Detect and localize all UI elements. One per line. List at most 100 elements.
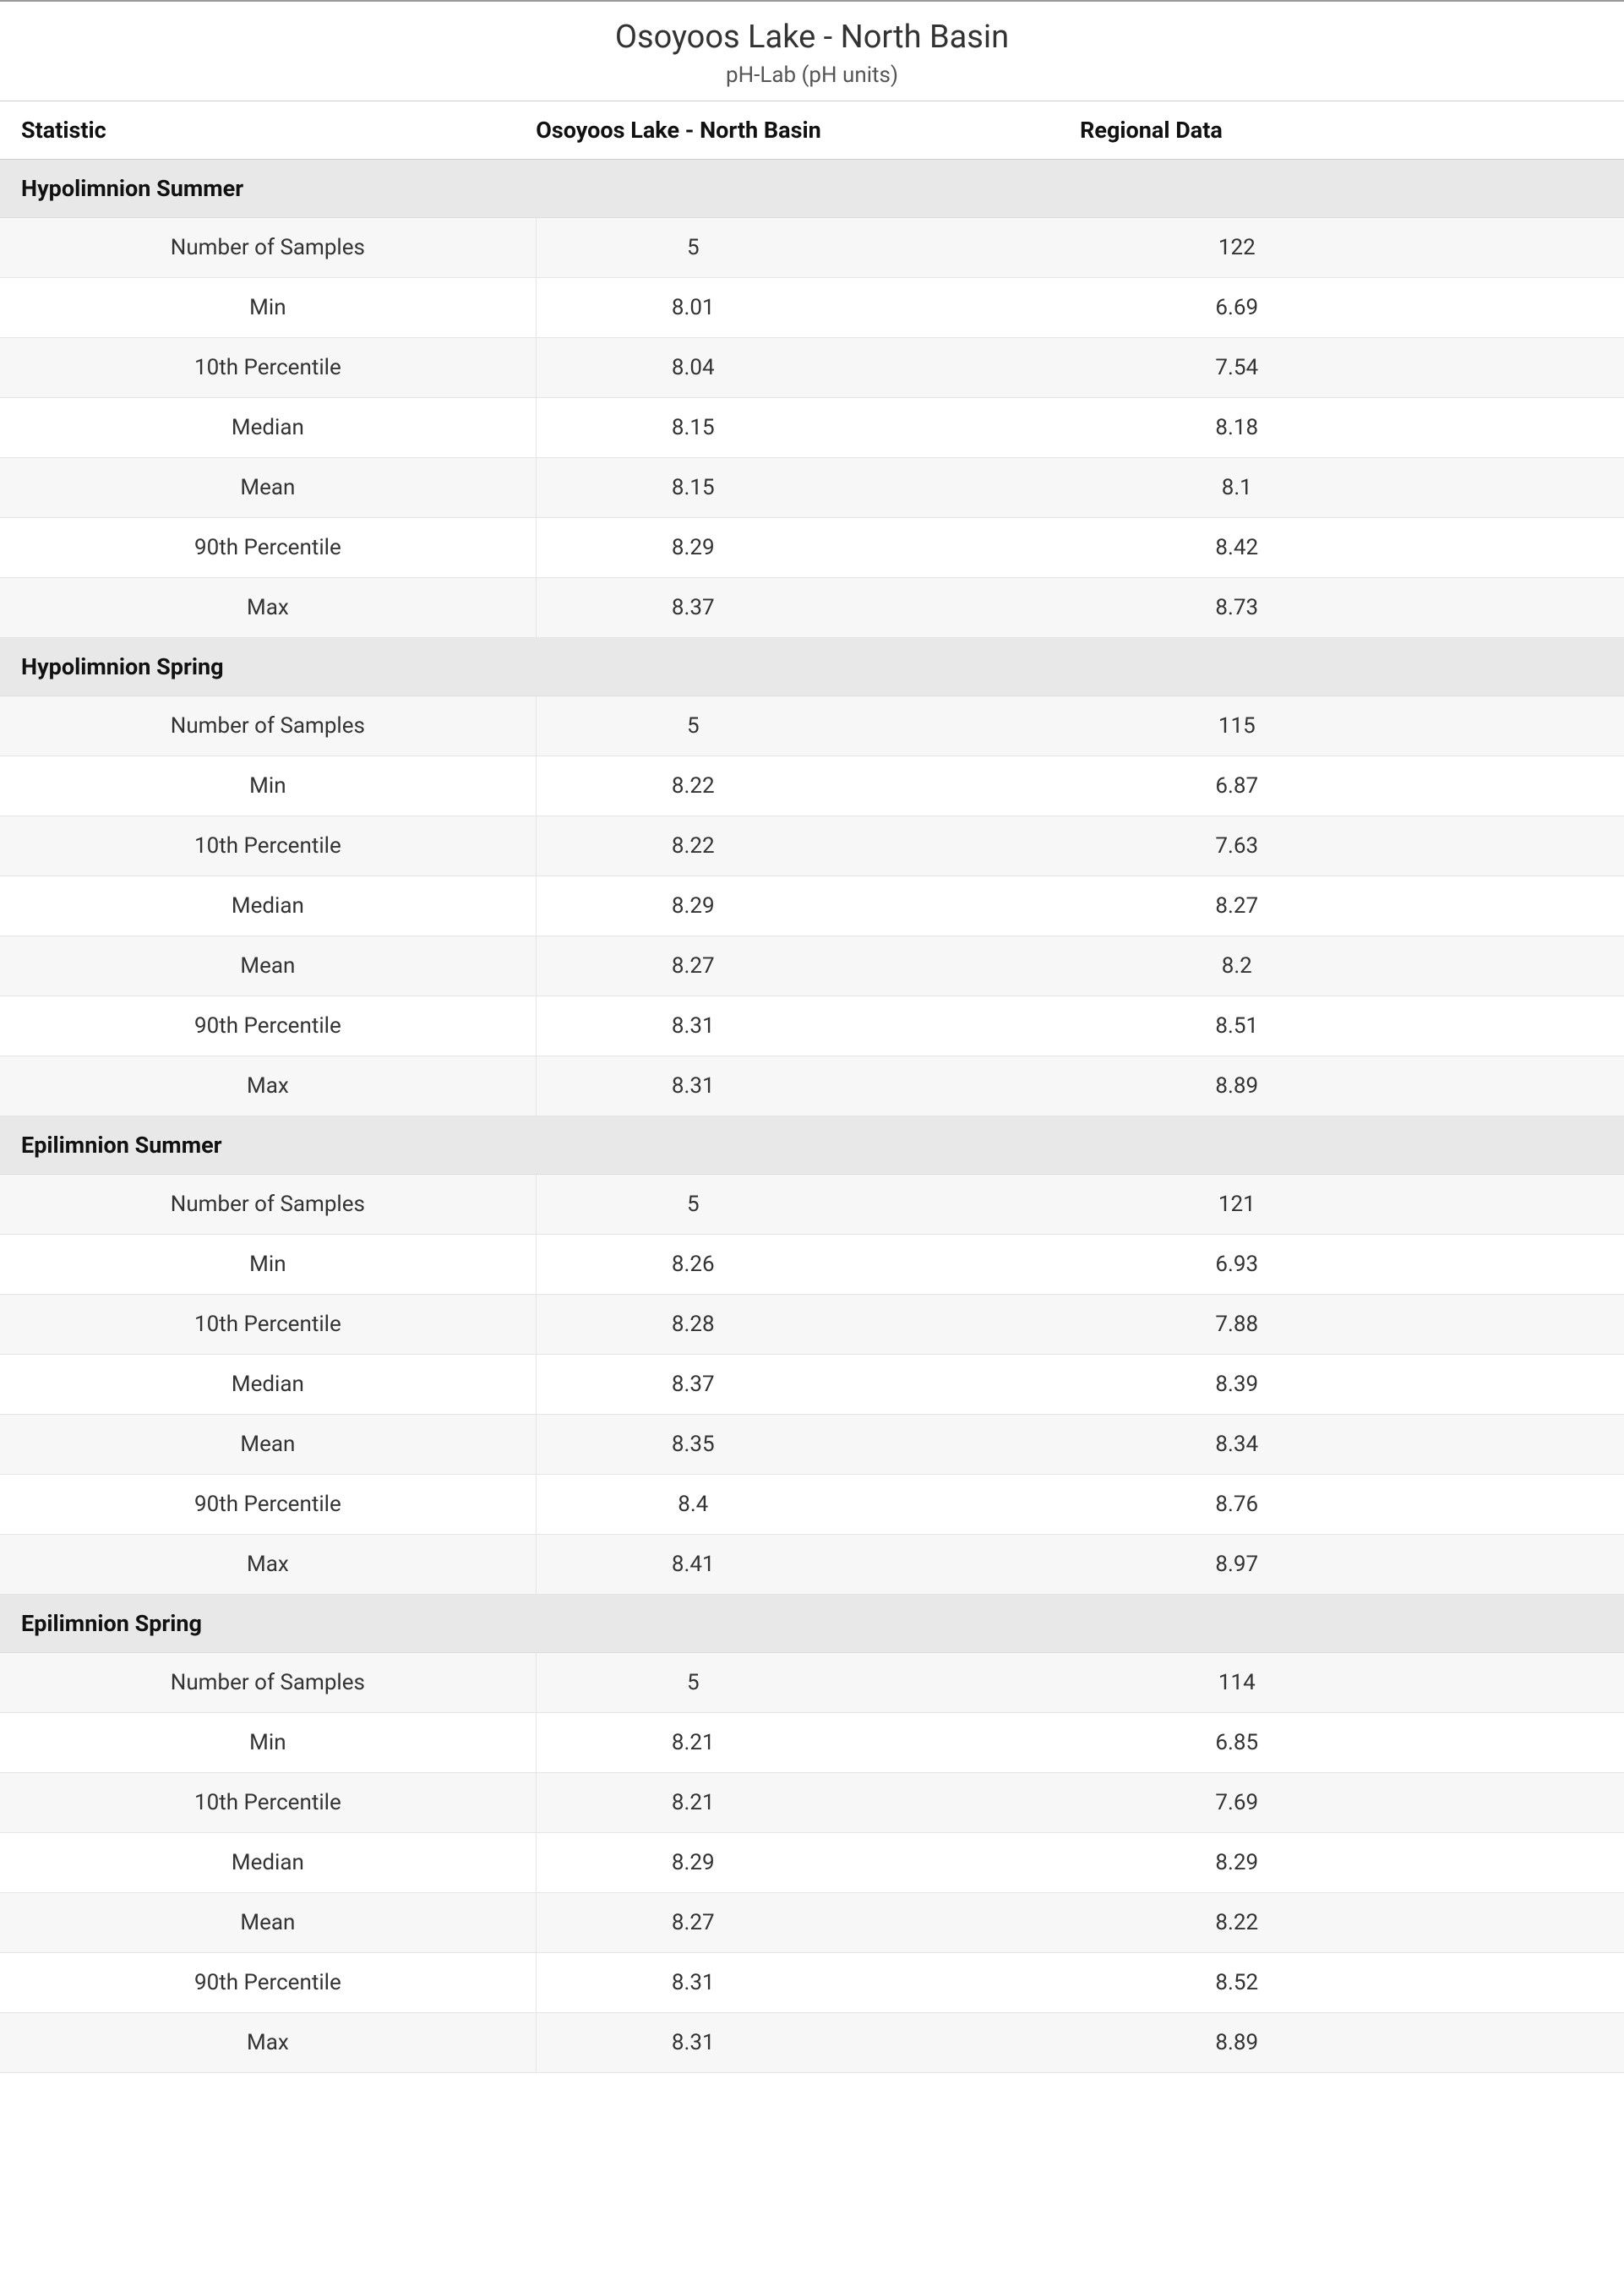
regional-value-cell: 8.97 bbox=[1080, 1535, 1624, 1595]
table-row: Mean8.158.1 bbox=[0, 458, 1624, 518]
table-row: Min8.016.69 bbox=[0, 278, 1624, 338]
section-header-cell: Epilimnion Summer bbox=[0, 1116, 1624, 1175]
site-value-cell: 8.27 bbox=[536, 936, 1080, 996]
table-header-row: Statistic Osoyoos Lake - North Basin Reg… bbox=[0, 101, 1624, 160]
stat-name-cell: Mean bbox=[0, 1415, 536, 1475]
table-row: Median8.298.27 bbox=[0, 876, 1624, 936]
table-row: Median8.378.39 bbox=[0, 1355, 1624, 1415]
site-value-cell: 8.22 bbox=[536, 756, 1080, 816]
site-value-cell: 8.15 bbox=[536, 458, 1080, 518]
report-subtitle: pH-Lab (pH units) bbox=[0, 63, 1624, 88]
site-value-cell: 8.15 bbox=[536, 398, 1080, 458]
stat-name-cell: 10th Percentile bbox=[0, 1773, 536, 1833]
stat-name-cell: Number of Samples bbox=[0, 1175, 536, 1235]
site-value-cell: 8.41 bbox=[536, 1535, 1080, 1595]
regional-value-cell: 8.89 bbox=[1080, 2013, 1624, 2073]
stat-name-cell: Median bbox=[0, 1833, 536, 1893]
section-header-row: Hypolimnion Spring bbox=[0, 638, 1624, 696]
regional-value-cell: 7.88 bbox=[1080, 1295, 1624, 1355]
col-header-site: Osoyoos Lake - North Basin bbox=[536, 101, 1080, 160]
site-value-cell: 8.29 bbox=[536, 876, 1080, 936]
regional-value-cell: 7.69 bbox=[1080, 1773, 1624, 1833]
table-row: Min8.216.85 bbox=[0, 1713, 1624, 1773]
table-row: Max8.318.89 bbox=[0, 1056, 1624, 1116]
col-header-statistic: Statistic bbox=[0, 101, 536, 160]
stat-name-cell: Max bbox=[0, 1056, 536, 1116]
section-header-cell: Hypolimnion Summer bbox=[0, 160, 1624, 218]
regional-value-cell: 8.89 bbox=[1080, 1056, 1624, 1116]
site-value-cell: 8.29 bbox=[536, 1833, 1080, 1893]
regional-value-cell: 6.87 bbox=[1080, 756, 1624, 816]
regional-value-cell: 8.73 bbox=[1080, 578, 1624, 638]
site-value-cell: 8.31 bbox=[536, 2013, 1080, 2073]
site-value-cell: 8.22 bbox=[536, 816, 1080, 876]
site-value-cell: 8.21 bbox=[536, 1713, 1080, 1773]
stat-name-cell: Number of Samples bbox=[0, 696, 536, 756]
table-row: Max8.318.89 bbox=[0, 2013, 1624, 2073]
table-row: Mean8.278.22 bbox=[0, 1893, 1624, 1953]
section-header-row: Epilimnion Spring bbox=[0, 1595, 1624, 1653]
table-row: Max8.418.97 bbox=[0, 1535, 1624, 1595]
regional-value-cell: 8.27 bbox=[1080, 876, 1624, 936]
regional-value-cell: 8.34 bbox=[1080, 1415, 1624, 1475]
site-value-cell: 5 bbox=[536, 696, 1080, 756]
site-value-cell: 8.37 bbox=[536, 1355, 1080, 1415]
table-row: 90th Percentile8.318.51 bbox=[0, 996, 1624, 1056]
regional-value-cell: 7.63 bbox=[1080, 816, 1624, 876]
regional-value-cell: 8.51 bbox=[1080, 996, 1624, 1056]
section-header-cell: Hypolimnion Spring bbox=[0, 638, 1624, 696]
table-row: 90th Percentile8.298.42 bbox=[0, 518, 1624, 578]
site-value-cell: 8.01 bbox=[536, 278, 1080, 338]
section-header-row: Hypolimnion Summer bbox=[0, 160, 1624, 218]
stat-name-cell: Min bbox=[0, 756, 536, 816]
regional-value-cell: 6.85 bbox=[1080, 1713, 1624, 1773]
table-row: Number of Samples5121 bbox=[0, 1175, 1624, 1235]
report-container: Osoyoos Lake - North Basin pH-Lab (pH un… bbox=[0, 0, 1624, 2073]
site-value-cell: 8.31 bbox=[536, 1953, 1080, 2013]
table-row: 10th Percentile8.287.88 bbox=[0, 1295, 1624, 1355]
stat-name-cell: Mean bbox=[0, 458, 536, 518]
regional-value-cell: 8.42 bbox=[1080, 518, 1624, 578]
site-value-cell: 5 bbox=[536, 218, 1080, 278]
section-header-row: Epilimnion Summer bbox=[0, 1116, 1624, 1175]
regional-value-cell: 8.2 bbox=[1080, 936, 1624, 996]
site-value-cell: 8.31 bbox=[536, 1056, 1080, 1116]
site-value-cell: 5 bbox=[536, 1653, 1080, 1713]
regional-value-cell: 122 bbox=[1080, 218, 1624, 278]
table-row: Mean8.358.34 bbox=[0, 1415, 1624, 1475]
stat-name-cell: 90th Percentile bbox=[0, 518, 536, 578]
table-row: Number of Samples5114 bbox=[0, 1653, 1624, 1713]
table-body: Hypolimnion SummerNumber of Samples5122M… bbox=[0, 160, 1624, 2073]
table-row: Min8.266.93 bbox=[0, 1235, 1624, 1295]
stat-name-cell: Number of Samples bbox=[0, 218, 536, 278]
report-title: Osoyoos Lake - North Basin bbox=[0, 19, 1624, 56]
report-header: Osoyoos Lake - North Basin pH-Lab (pH un… bbox=[0, 2, 1624, 101]
stat-name-cell: 90th Percentile bbox=[0, 996, 536, 1056]
regional-value-cell: 115 bbox=[1080, 696, 1624, 756]
table-row: Mean8.278.2 bbox=[0, 936, 1624, 996]
table-row: 90th Percentile8.48.76 bbox=[0, 1475, 1624, 1535]
section-header-cell: Epilimnion Spring bbox=[0, 1595, 1624, 1653]
site-value-cell: 8.31 bbox=[536, 996, 1080, 1056]
table-row: 10th Percentile8.227.63 bbox=[0, 816, 1624, 876]
site-value-cell: 8.26 bbox=[536, 1235, 1080, 1295]
regional-value-cell: 6.93 bbox=[1080, 1235, 1624, 1295]
stat-name-cell: Mean bbox=[0, 936, 536, 996]
stat-name-cell: Median bbox=[0, 398, 536, 458]
table-row: 10th Percentile8.047.54 bbox=[0, 338, 1624, 398]
stat-name-cell: Number of Samples bbox=[0, 1653, 536, 1713]
site-value-cell: 8.27 bbox=[536, 1893, 1080, 1953]
site-value-cell: 8.29 bbox=[536, 518, 1080, 578]
stat-name-cell: Min bbox=[0, 278, 536, 338]
regional-value-cell: 8.22 bbox=[1080, 1893, 1624, 1953]
site-value-cell: 8.37 bbox=[536, 578, 1080, 638]
table-row: 10th Percentile8.217.69 bbox=[0, 1773, 1624, 1833]
col-header-regional: Regional Data bbox=[1080, 101, 1624, 160]
stat-name-cell: Max bbox=[0, 1535, 536, 1595]
site-value-cell: 8.28 bbox=[536, 1295, 1080, 1355]
table-row: Min8.226.87 bbox=[0, 756, 1624, 816]
table-row: Max8.378.73 bbox=[0, 578, 1624, 638]
stat-name-cell: 10th Percentile bbox=[0, 816, 536, 876]
table-row: Number of Samples5115 bbox=[0, 696, 1624, 756]
stats-table: Statistic Osoyoos Lake - North Basin Reg… bbox=[0, 101, 1624, 2073]
